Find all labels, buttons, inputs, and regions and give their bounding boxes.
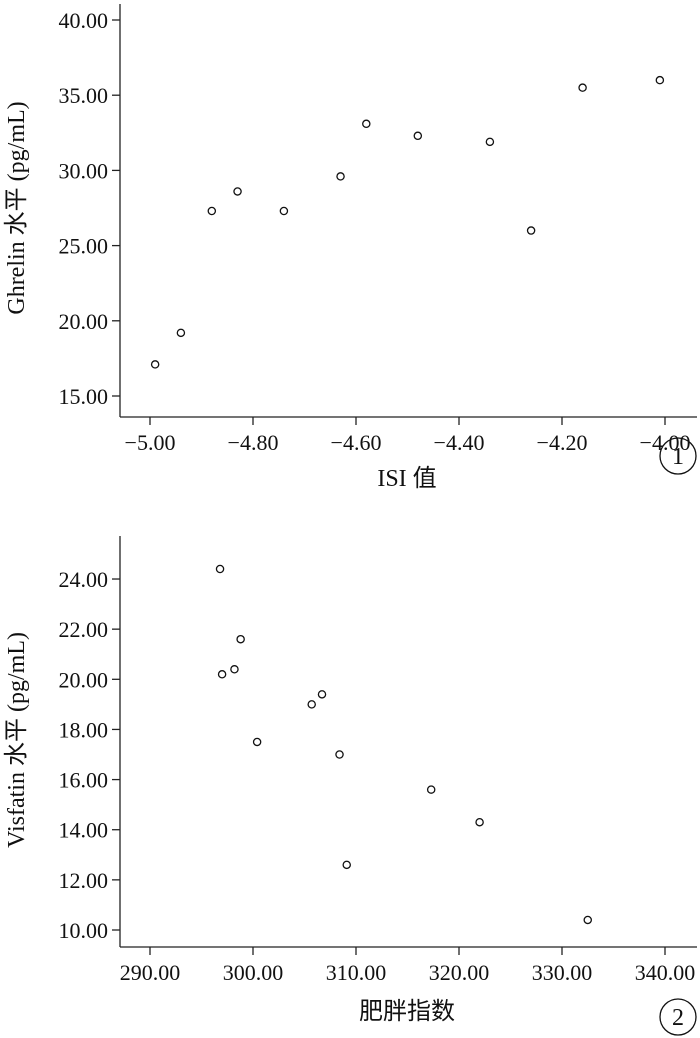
y-tick-label: 25.00 — [59, 234, 109, 259]
data-point — [413, 131, 423, 141]
data-point — [215, 564, 225, 574]
data-point — [362, 119, 371, 129]
y-tick-label: 10.00 — [59, 918, 109, 943]
y-tick-label: 12.00 — [59, 868, 109, 893]
y-tick-label: 30.00 — [59, 158, 109, 183]
panel-number: 1 — [672, 444, 684, 470]
panel-number-circle — [659, 437, 697, 475]
x-tick-label: −4.80 — [228, 430, 279, 455]
x-tick-label: 310.00 — [326, 960, 387, 985]
data-point — [252, 737, 262, 747]
data-point — [236, 634, 245, 644]
data-point — [342, 860, 351, 870]
data-point — [578, 83, 587, 92]
y-tick-label: 20.00 — [59, 667, 109, 692]
x-tick-label: −4.60 — [331, 430, 382, 455]
data-point — [526, 226, 536, 235]
data-point — [583, 915, 593, 925]
x-tick-label: −4.20 — [537, 430, 588, 455]
data-point — [485, 137, 495, 147]
data-point — [307, 700, 316, 709]
data-point — [217, 670, 227, 679]
x-tick-label: 290.00 — [120, 960, 181, 985]
y-tick-label: 20.00 — [59, 309, 109, 334]
y-tick-label: 22.00 — [59, 617, 109, 642]
y-tick-label: 24.00 — [59, 567, 109, 592]
x-tick-label: −4.00 — [640, 430, 691, 455]
x-axis-label: ISI 值 — [377, 465, 436, 492]
panel-number: 2 — [672, 1005, 684, 1031]
panel-number-circle — [659, 998, 697, 1036]
x-axis-label: 肥胖指数 — [359, 998, 455, 1025]
x-tick-label: 340.00 — [635, 960, 696, 985]
x-tick-label: 300.00 — [223, 960, 284, 985]
y-axis-label: Ghrelin 水平 (pg/mL) — [3, 101, 30, 314]
x-tick-label: −4.40 — [434, 430, 485, 455]
y-axis-label: Visfatin 水平 (pg/mL) — [3, 632, 30, 848]
data-point — [176, 328, 186, 338]
data-point — [335, 750, 344, 759]
x-tick-label: 330.00 — [532, 960, 593, 985]
chart-panel-1: 15.00 20.00 25.00 30.00 35.00 40.00 −5.00 −4.80… — [3, 4, 697, 492]
x-tick-label: 320.00 — [429, 960, 490, 985]
data-point — [336, 172, 345, 181]
y-tick-label: 16.00 — [59, 768, 109, 793]
data-point — [150, 360, 160, 369]
data-point — [279, 206, 289, 216]
chart-panel-2: 10.00 12.00 14.00 16.00 18.00 20.00 22.00 24.00… — [3, 536, 697, 1036]
data-point — [426, 785, 436, 794]
y-tick-label: 14.00 — [59, 818, 109, 843]
data-point — [207, 206, 217, 216]
data-point — [475, 817, 484, 827]
data-point — [655, 75, 665, 85]
y-tick-label: 40.00 — [59, 8, 109, 33]
data-point — [233, 187, 242, 196]
y-tick-label: 15.00 — [59, 384, 109, 409]
data-point — [230, 665, 239, 674]
data-point — [317, 690, 327, 699]
y-tick-label: 35.00 — [59, 83, 109, 108]
x-tick-label: −5.00 — [125, 430, 176, 455]
y-tick-label: 18.00 — [59, 717, 109, 742]
